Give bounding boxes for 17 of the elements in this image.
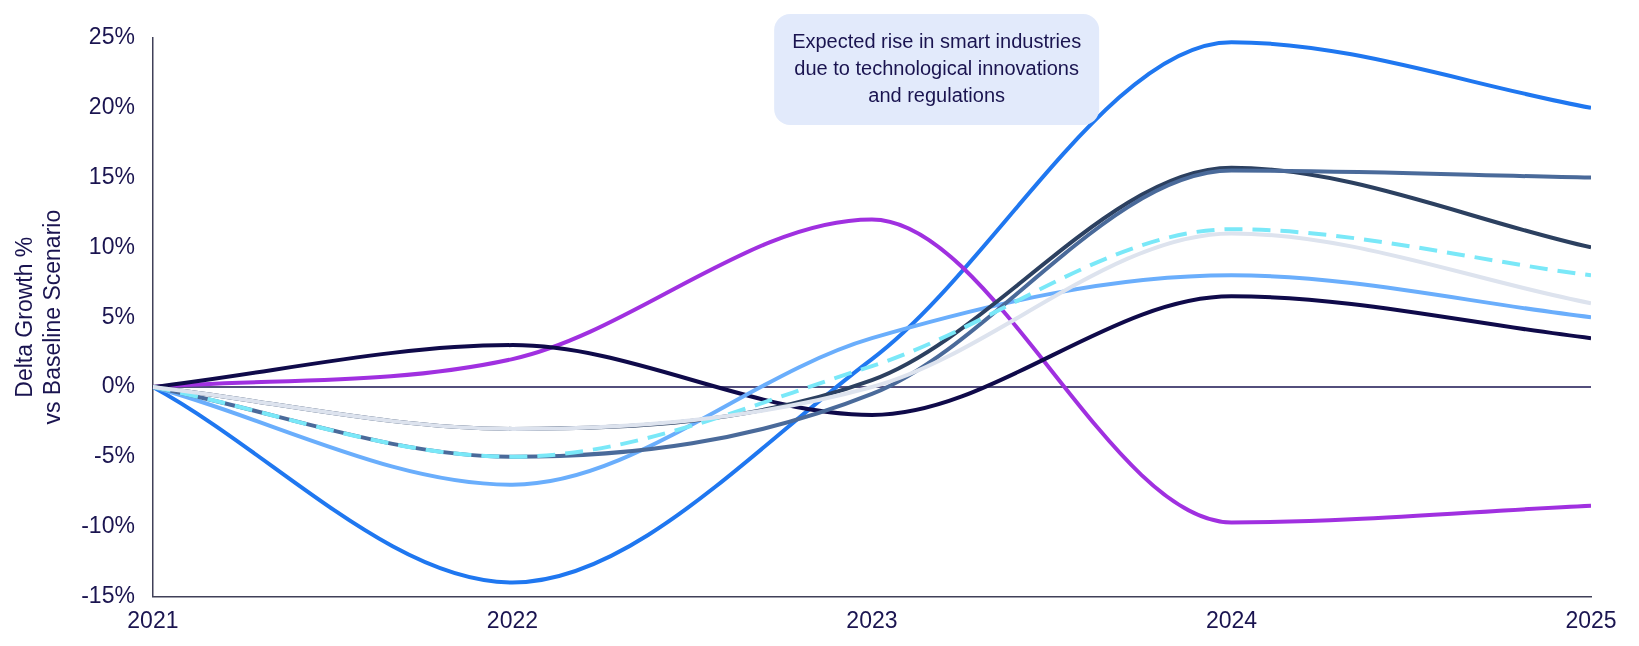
y-tick-label: 5% [101, 302, 135, 329]
x-tick-label: 2022 [486, 606, 539, 633]
x-tick-label: 2024 [1205, 606, 1258, 633]
x-tick-label: 2021 [127, 606, 179, 633]
y-tick-label: 10% [88, 232, 135, 259]
y-tick-label: 25% [88, 23, 135, 50]
y-tick-label: -15% [81, 581, 135, 608]
y-tick-label: -5% [93, 442, 135, 469]
x-tick-label: 2023 [846, 606, 898, 633]
x-tick-label: 2025 [1565, 606, 1617, 633]
y-tick-label: 15% [88, 162, 135, 189]
y-tick-label: 0% [101, 372, 135, 399]
y-tick-label: -10% [81, 511, 135, 538]
annotation: Expected rise in smart industries due to technological innovations and regulations [792, 30, 1082, 107]
y-tick-label: 20% [88, 93, 135, 120]
line-series [152, 273, 1591, 487]
y-axis-title: Delta Growth % vs Baseline Scenario [11, 209, 65, 425]
